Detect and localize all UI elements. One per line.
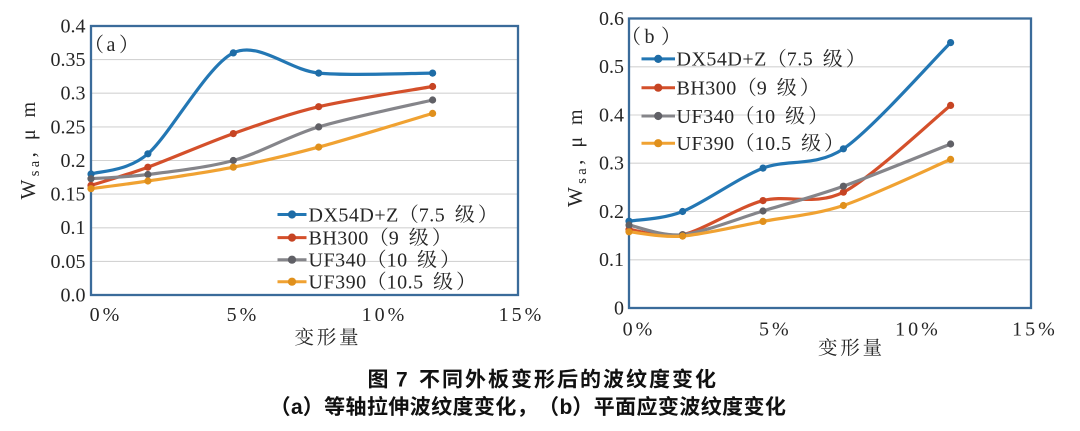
svg-text:0%: 0% bbox=[623, 319, 656, 341]
svg-text:0.3: 0.3 bbox=[599, 153, 624, 175]
svg-text:10%: 10% bbox=[362, 304, 408, 326]
svg-text:0.5: 0.5 bbox=[599, 56, 624, 78]
svg-text:0.4: 0.4 bbox=[599, 105, 624, 127]
svg-text:10%: 10% bbox=[895, 319, 941, 341]
svg-text:10.5: 10.5 bbox=[755, 133, 798, 155]
svg-text:5%: 5% bbox=[227, 304, 260, 326]
svg-text:0.6: 0.6 bbox=[599, 8, 624, 30]
svg-text:a: a bbox=[107, 34, 116, 56]
svg-text:15%: 15% bbox=[1012, 319, 1058, 341]
svg-text:0.1: 0.1 bbox=[61, 217, 86, 239]
svg-text:Wsa, μ m: Wsa, μ m bbox=[16, 99, 43, 200]
svg-text:DX54D+Z: DX54D+Z bbox=[309, 204, 399, 226]
svg-text:UF390: UF390 bbox=[309, 272, 367, 294]
svg-text:BH300: BH300 bbox=[677, 78, 737, 100]
svg-text:7.5: 7.5 bbox=[787, 49, 819, 71]
svg-text:b: b bbox=[645, 26, 655, 48]
svg-text:b: b bbox=[560, 396, 573, 419]
svg-text:0.2: 0.2 bbox=[61, 150, 86, 172]
svg-text:0.1: 0.1 bbox=[599, 249, 624, 271]
svg-text:10: 10 bbox=[387, 250, 414, 272]
svg-text:Wsa, μ m: Wsa, μ m bbox=[563, 106, 590, 207]
svg-text:9: 9 bbox=[389, 227, 405, 249]
svg-text:0%: 0% bbox=[90, 304, 123, 326]
svg-text:DX54D+Z: DX54D+Z bbox=[677, 49, 767, 71]
svg-text:UF340: UF340 bbox=[309, 250, 367, 272]
svg-text:0.05: 0.05 bbox=[51, 251, 86, 273]
svg-text:a: a bbox=[291, 396, 303, 419]
svg-text:9: 9 bbox=[757, 78, 773, 100]
svg-text:0: 0 bbox=[614, 298, 624, 320]
svg-text:0.15: 0.15 bbox=[51, 184, 86, 206]
svg-text:0.25: 0.25 bbox=[51, 116, 86, 138]
svg-text:15%: 15% bbox=[499, 304, 545, 326]
svg-text:5%: 5% bbox=[759, 319, 792, 341]
svg-text:0.35: 0.35 bbox=[51, 49, 86, 71]
svg-text:0.0: 0.0 bbox=[61, 285, 86, 307]
svg-text:7: 7 bbox=[396, 369, 408, 392]
svg-text:0.2: 0.2 bbox=[599, 201, 624, 223]
svg-text:0.3: 0.3 bbox=[61, 83, 86, 105]
svg-text:0.4: 0.4 bbox=[61, 16, 86, 38]
svg-text:UF340: UF340 bbox=[677, 106, 735, 128]
svg-text:UF390: UF390 bbox=[677, 133, 735, 155]
svg-text:10.5: 10.5 bbox=[387, 272, 430, 294]
svg-text:7.5: 7.5 bbox=[419, 204, 451, 226]
svg-text:10: 10 bbox=[755, 106, 782, 128]
svg-text:BH300: BH300 bbox=[309, 227, 369, 249]
